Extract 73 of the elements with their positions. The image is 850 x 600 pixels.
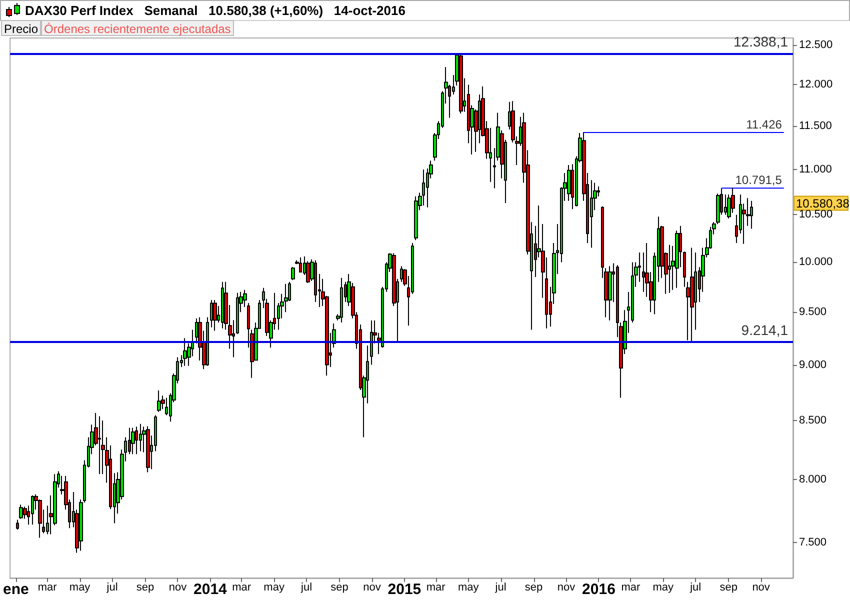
x-tick-label: nov <box>168 582 188 594</box>
candlestick <box>221 281 224 329</box>
x-tick-label: sep <box>136 582 154 594</box>
candlestick <box>299 256 302 273</box>
y-tick-label: 10.500 <box>799 208 833 221</box>
candlestick <box>608 266 612 321</box>
candlestick <box>400 266 403 282</box>
candlestick <box>206 316 209 366</box>
x-tick-label: may <box>69 582 91 594</box>
text: Precio <box>1 20 42 36</box>
candlestick <box>157 390 161 412</box>
x-tick-label: may <box>264 582 285 594</box>
x-tick-label: 2016 <box>582 581 616 598</box>
candlestick <box>668 244 671 294</box>
y-tick-label: 12.500 <box>799 38 833 51</box>
x-tick-label: sep <box>330 582 348 594</box>
y-tick-label: 9.500 <box>799 306 827 318</box>
candlestick <box>98 416 101 475</box>
candlestick <box>675 230 679 288</box>
y-tick-label: 10.000 <box>799 256 833 268</box>
candlestick <box>31 494 34 526</box>
x-tick-label: jul <box>300 582 312 594</box>
candlestick <box>414 196 418 241</box>
candlestick <box>683 251 686 288</box>
y-tick-label: 11.000 <box>799 163 832 176</box>
ref-line-label: 9.214,1 <box>741 322 788 338</box>
candlestick <box>750 200 753 230</box>
candlestick <box>213 299 217 332</box>
x-tick-label: sep <box>720 582 738 594</box>
annotation: 11.426 <box>746 117 782 132</box>
candlestick <box>16 519 19 530</box>
annotation: 10.791,5 <box>735 173 782 188</box>
y-tick-label: 12.000 <box>799 78 833 91</box>
candlestick <box>422 168 425 206</box>
candlestick <box>139 423 142 452</box>
candlestick <box>306 260 310 284</box>
x-tick-label: may <box>652 582 674 594</box>
candlestick <box>340 277 343 323</box>
y-tick-label: 8.000 <box>799 473 827 486</box>
x-tick-label: 2015 <box>388 581 422 598</box>
candlestick <box>131 427 135 455</box>
x-tick-label: jul <box>689 582 702 594</box>
candlestick <box>459 53 463 114</box>
candlestick <box>291 266 295 280</box>
y-tick-label: 7.500 <box>799 536 827 548</box>
y-tick-label: 9.000 <box>799 358 827 371</box>
x-tick-label: ene <box>2 581 29 598</box>
candlestick <box>370 320 373 366</box>
x-tick-label: nov <box>752 582 770 594</box>
x-tick-label: jul <box>106 582 118 594</box>
y-tick-label: 8.500 <box>799 414 827 426</box>
x-tick-label: mar <box>38 582 58 594</box>
x-tick-label: 2014 <box>194 581 228 598</box>
text: Órdenes recientemente ejecutadas <box>41 20 234 36</box>
x-tick-label: sep <box>524 582 543 594</box>
candlestick <box>19 504 23 520</box>
x-tick-label: mar <box>621 582 640 594</box>
candlestick <box>690 247 694 342</box>
chart-title: DAX30 Perf Index Semanal 10.580,38 (+1,60%) 14-oct-2016 <box>25 3 406 18</box>
candlestick <box>210 299 213 328</box>
x-tick-label: jul <box>494 582 506 594</box>
y-tick-label: 11.500 <box>799 120 832 132</box>
x-tick-label: mar <box>232 582 252 594</box>
candlestick <box>236 292 239 334</box>
x-tick-label: mar <box>426 582 446 594</box>
candlestick <box>243 289 247 308</box>
candlestick <box>183 338 187 366</box>
candlestick <box>135 426 138 455</box>
candlestick <box>146 426 150 473</box>
x-tick-label: nov <box>557 582 576 594</box>
x-tick-label: may <box>458 582 480 594</box>
ref-line-label: 12.388,1 <box>734 34 788 50</box>
x-tick-label: nov <box>363 582 382 594</box>
